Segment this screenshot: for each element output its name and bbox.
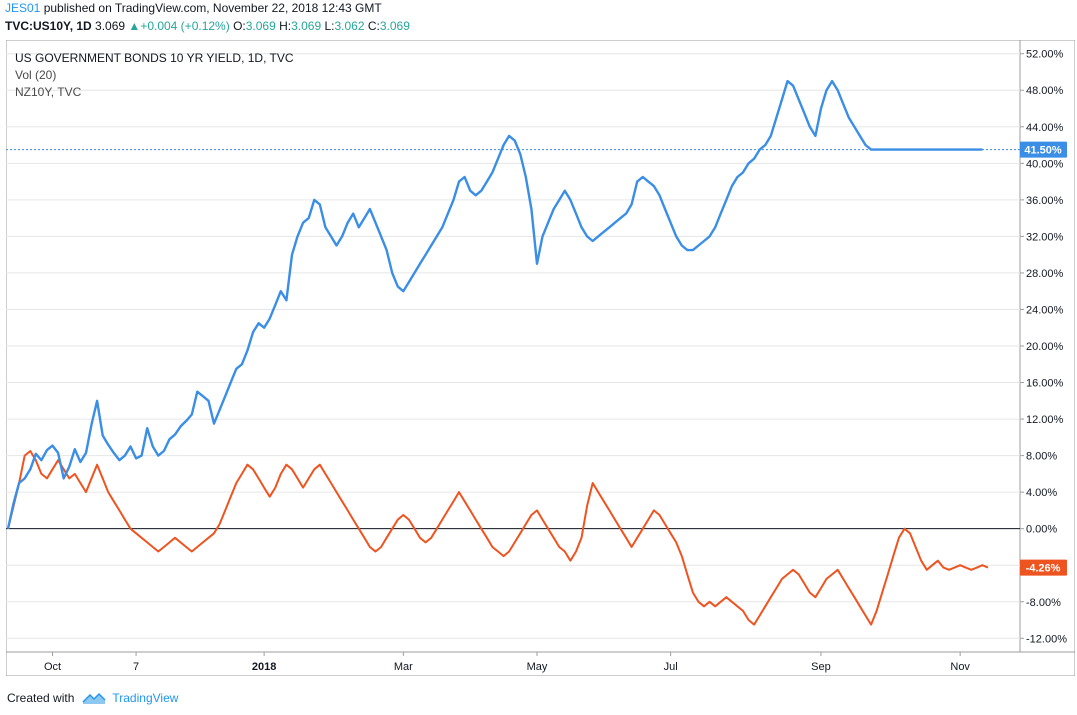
low-value: 3.062 xyxy=(334,19,365,33)
symbol-label: TVC:US10Y, 1D xyxy=(5,19,92,33)
y-tick-label: -12.00% xyxy=(1026,633,1067,645)
x-tick-label: Nov xyxy=(950,661,970,673)
y-tick-label: 16.00% xyxy=(1026,378,1064,390)
y-tick-label: 40.00% xyxy=(1026,158,1064,170)
created-with-label: Created with xyxy=(7,691,75,705)
y-tick-label: 52.00% xyxy=(1026,49,1064,61)
legend-compare-series: NZ10Y, TVC xyxy=(15,85,82,99)
change-value: +0.004 (+0.12%) xyxy=(140,19,230,33)
x-tick-label: 7 xyxy=(133,661,139,673)
y-tick-label: 48.00% xyxy=(1026,85,1064,97)
chart-svg[interactable]: 52.00% 48.00% 44.00% 40.00% 36.00% 32.00% 28.0… xyxy=(5,39,1076,677)
time-axis: Oct 7 2018 Mar May Jul Sep Nov xyxy=(44,652,970,673)
symbol-info: TVC:US10Y, 1D 3.069 ▲+0.004 (+0.12%) O:3… xyxy=(5,18,410,34)
tradingview-logo-icon xyxy=(82,691,106,705)
legend-main-series: US GOVERNMENT BONDS 10 YR YIELD, 1D, TVC xyxy=(15,51,294,65)
us10y-last-value: 41.50% xyxy=(1024,145,1062,157)
y-tick-label: 24.00% xyxy=(1026,304,1064,316)
footer: Created with TradingView xyxy=(7,690,178,706)
y-tick-label: 8.00% xyxy=(1026,451,1057,463)
open-label: O: xyxy=(233,19,246,33)
high-label: H: xyxy=(279,19,292,33)
close-label: C: xyxy=(367,19,380,33)
x-tick-label: Oct xyxy=(44,661,61,673)
y-tick-label: 32.00% xyxy=(1026,231,1064,243)
close-value: 3.069 xyxy=(379,19,410,33)
last-price: 3.069 xyxy=(95,19,126,33)
x-tick-label: May xyxy=(527,661,548,673)
publish-info: JES01 published on TradingView.com, Nove… xyxy=(5,0,382,16)
x-tick-label: Jul xyxy=(664,661,678,673)
chart-area[interactable]: 52.00% 48.00% 44.00% 40.00% 36.00% 32.00% 28.0… xyxy=(5,39,1076,677)
nz10y-last-badge: -4.26% xyxy=(1020,559,1067,576)
tradingview-brand-link[interactable]: TradingView xyxy=(112,691,179,705)
x-tick-label: Sep xyxy=(811,661,831,673)
x-tick-label: Mar xyxy=(394,661,413,673)
open-value: 3.069 xyxy=(245,19,276,33)
nz10y-last-value: -4.26% xyxy=(1026,563,1061,575)
low-label: L: xyxy=(324,19,335,33)
y-tick-label: -8.00% xyxy=(1026,597,1061,609)
us10y-last-badge: 41.50% xyxy=(1020,141,1067,158)
y-tick-label: 0.00% xyxy=(1026,524,1057,536)
nz10y-series-line[interactable] xyxy=(7,450,989,626)
y-tick-label: 4.00% xyxy=(1026,487,1057,499)
y-tick-label: 12.00% xyxy=(1026,414,1064,426)
chart-frame xyxy=(5,39,1076,677)
high-value: 3.069 xyxy=(291,19,322,33)
author-link[interactable]: JES01 xyxy=(5,1,41,15)
y-tick-label: 44.00% xyxy=(1026,122,1064,134)
y-tick-label: 28.00% xyxy=(1026,268,1064,280)
us10y-series-line[interactable] xyxy=(6,79,983,529)
x-tick-label: 2018 xyxy=(252,661,276,673)
y-tick-label: 36.00% xyxy=(1026,195,1064,207)
y-tick-label: 20.00% xyxy=(1026,341,1064,353)
up-arrow-icon: ▲ xyxy=(128,19,141,33)
legend-volume: Vol (20) xyxy=(15,68,56,82)
published-text: published on TradingView.com, November 2… xyxy=(40,1,382,15)
